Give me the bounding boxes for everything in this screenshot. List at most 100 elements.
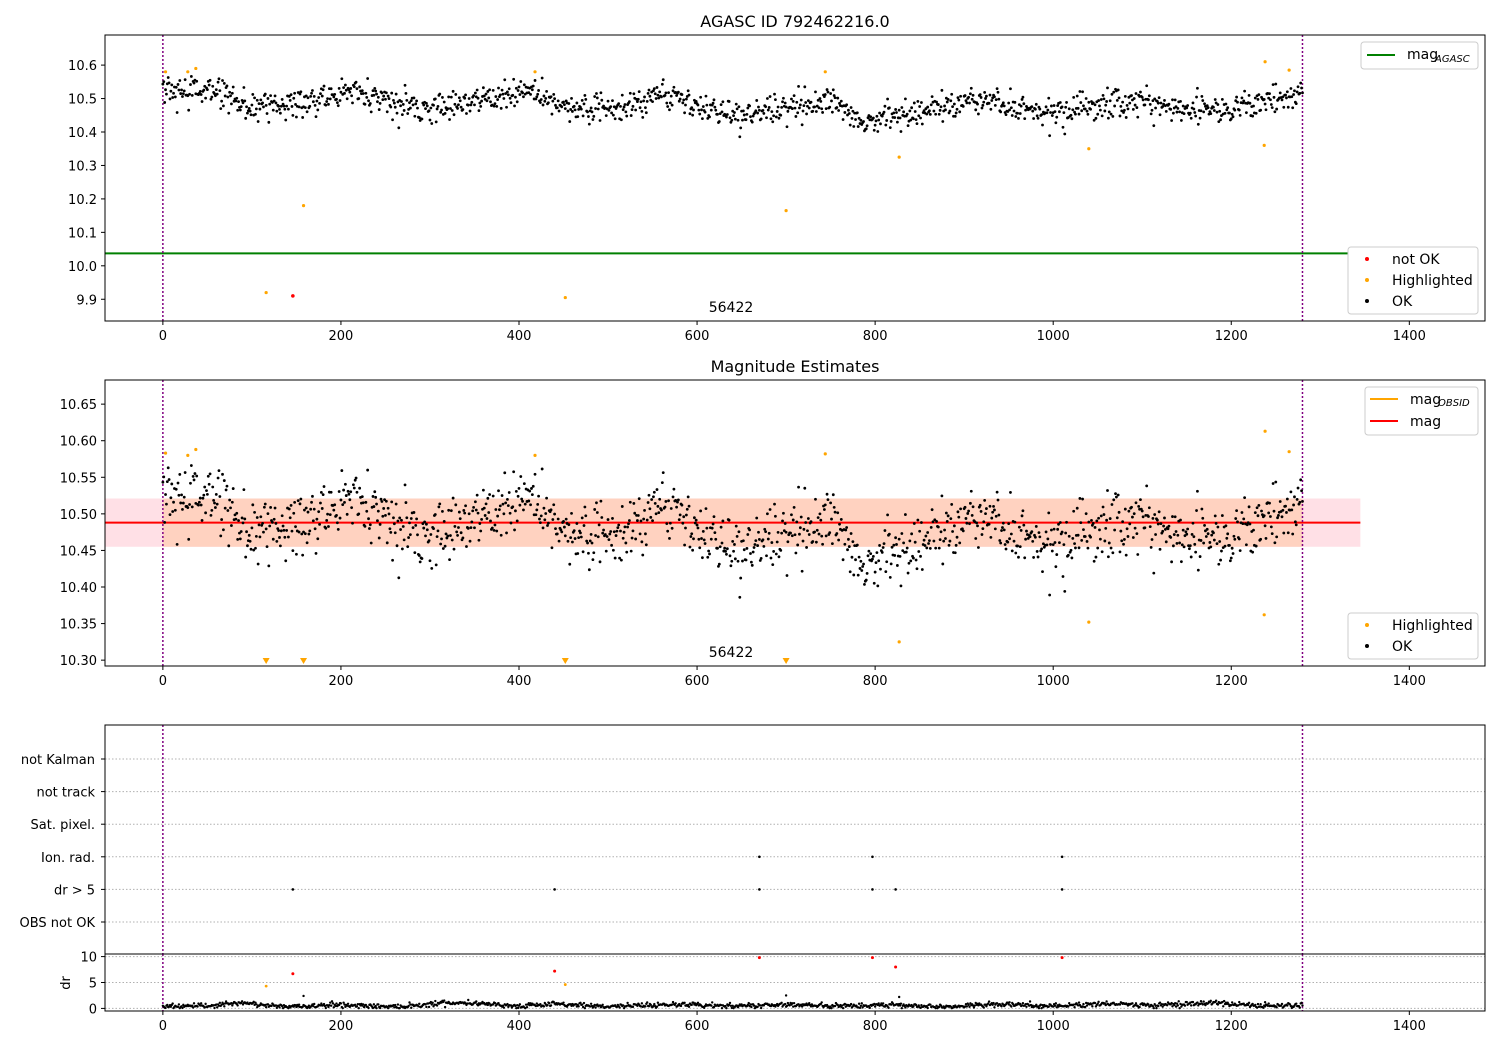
ok-point bbox=[759, 556, 763, 560]
ok-point bbox=[894, 108, 898, 111]
ok-point bbox=[1024, 108, 1027, 112]
ok-point bbox=[231, 487, 235, 490]
ok-point bbox=[564, 517, 568, 521]
ok-point bbox=[215, 502, 219, 506]
ok-point bbox=[319, 490, 323, 494]
ok-point bbox=[321, 88, 325, 92]
ok-point bbox=[729, 564, 733, 568]
ok-point bbox=[549, 508, 553, 512]
ok-point bbox=[874, 119, 878, 123]
ok-point bbox=[1086, 546, 1090, 550]
ok-point bbox=[646, 501, 650, 504]
ok-point bbox=[188, 92, 191, 96]
ok-point bbox=[656, 93, 660, 97]
ok-point bbox=[1141, 98, 1145, 102]
ok-point bbox=[784, 105, 788, 109]
ok-point bbox=[550, 112, 554, 116]
ok-point bbox=[188, 503, 191, 506]
ok-point bbox=[1267, 96, 1271, 100]
ok-point bbox=[569, 108, 573, 111]
ok-point bbox=[996, 498, 1000, 502]
ok-point bbox=[457, 526, 460, 529]
ok-point bbox=[859, 118, 863, 122]
ok-point bbox=[1243, 496, 1247, 500]
dr-ok-point bbox=[196, 1005, 199, 1008]
ok-point bbox=[741, 539, 745, 543]
ok-point bbox=[577, 108, 581, 111]
ok-point bbox=[513, 104, 516, 108]
ok-point bbox=[916, 518, 920, 522]
ok-point bbox=[1152, 571, 1156, 575]
dr-ok-point bbox=[1057, 1005, 1060, 1008]
ok-point bbox=[902, 541, 906, 545]
ok-point bbox=[181, 95, 184, 98]
ok-point bbox=[691, 548, 695, 552]
ok-point bbox=[1004, 547, 1008, 551]
ok-point bbox=[1134, 501, 1138, 505]
ok-point bbox=[764, 530, 768, 534]
dr-ok-point bbox=[335, 1002, 338, 1005]
ok-point bbox=[473, 500, 477, 504]
ok-point bbox=[522, 95, 525, 99]
ok-point bbox=[733, 117, 737, 121]
ok-point bbox=[328, 513, 332, 517]
x-tick-label: 200 bbox=[329, 329, 354, 344]
ok-point bbox=[1286, 531, 1290, 535]
ok-point bbox=[204, 96, 208, 100]
panel1-title: AGASC ID 792462216.0 bbox=[700, 12, 889, 31]
ok-point bbox=[176, 83, 180, 86]
ok-point bbox=[1275, 107, 1279, 111]
ok-point bbox=[1210, 533, 1214, 537]
ok-point bbox=[264, 104, 268, 107]
dr-ok-point bbox=[1082, 1002, 1085, 1006]
ok-point bbox=[294, 103, 297, 106]
ok-point bbox=[492, 528, 496, 532]
ok-point bbox=[991, 510, 995, 514]
ok-point bbox=[604, 114, 608, 118]
highlighted-point bbox=[1262, 143, 1266, 147]
ok-point bbox=[1275, 535, 1279, 539]
ok-point bbox=[1237, 108, 1241, 112]
highlighted-point bbox=[1287, 68, 1291, 72]
ok-point bbox=[634, 108, 638, 112]
ok-point bbox=[957, 98, 961, 102]
x-tick-label: 0 bbox=[159, 674, 167, 689]
dr-ok-point bbox=[1054, 1002, 1058, 1005]
ok-point bbox=[770, 110, 774, 114]
ok-point bbox=[173, 508, 177, 512]
dr-ok-point bbox=[339, 1002, 343, 1005]
ok-point bbox=[928, 539, 931, 543]
ok-point bbox=[893, 116, 897, 119]
ok-point bbox=[1234, 517, 1238, 520]
ok-point bbox=[556, 99, 560, 103]
ok-point bbox=[889, 562, 893, 566]
ok-point bbox=[575, 101, 579, 105]
ok-point bbox=[791, 99, 795, 103]
ok-point bbox=[506, 90, 509, 94]
ok-point bbox=[203, 84, 207, 88]
ok-point bbox=[898, 116, 902, 120]
ok-point bbox=[165, 502, 168, 506]
ok-point bbox=[529, 92, 532, 96]
dr-ok-point bbox=[1131, 1002, 1134, 1005]
ok-point bbox=[1273, 110, 1277, 114]
ok-point bbox=[1198, 555, 1202, 558]
ok-point bbox=[422, 103, 426, 107]
ok-point bbox=[1140, 95, 1144, 99]
ok-point bbox=[1013, 100, 1017, 104]
ok-point bbox=[376, 95, 380, 99]
below-range-marker bbox=[300, 658, 308, 664]
ok-point bbox=[856, 125, 860, 128]
ok-point bbox=[1028, 535, 1032, 539]
ok-point bbox=[1063, 589, 1067, 593]
ok-point bbox=[1199, 109, 1203, 113]
ok-point bbox=[654, 512, 658, 516]
ok-point bbox=[1293, 89, 1296, 93]
ok-point bbox=[449, 509, 453, 513]
ok-point bbox=[773, 92, 776, 96]
ok-point bbox=[430, 567, 434, 570]
ok-point bbox=[997, 97, 1001, 101]
ok-point bbox=[1117, 96, 1121, 100]
ok-point bbox=[690, 532, 694, 536]
ok-point bbox=[1215, 542, 1219, 546]
